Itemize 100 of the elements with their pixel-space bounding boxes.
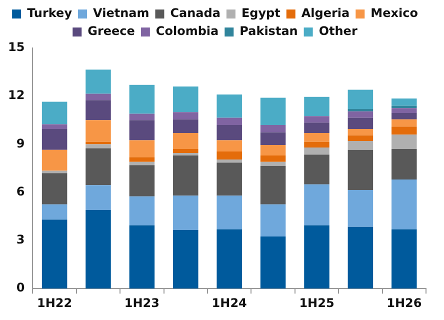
bar [42, 170, 68, 174]
bar [304, 122, 330, 134]
bar [392, 149, 417, 180]
bar [129, 157, 155, 162]
bar [129, 84, 155, 114]
bar [392, 112, 417, 120]
bar [173, 149, 198, 154]
bar [86, 94, 111, 100]
bar [304, 184, 330, 226]
bar [216, 229, 242, 289]
bar [348, 129, 374, 136]
bar [260, 155, 286, 162]
bar [42, 173, 68, 204]
bar [42, 220, 68, 289]
bar [216, 140, 242, 152]
x-tick-label: 1H23 [124, 296, 160, 310]
bar [348, 108, 374, 112]
bar [173, 230, 198, 289]
bar [173, 86, 198, 112]
bar [304, 142, 330, 148]
legend-label: Algeria [301, 6, 350, 20]
y-tick-label: 6 [16, 184, 25, 198]
legend-label: Greece [88, 24, 135, 38]
bar [392, 134, 417, 150]
bar [348, 118, 374, 129]
bar [304, 133, 330, 142]
bar [260, 132, 286, 146]
bar [304, 225, 330, 289]
bar [216, 118, 242, 125]
bar [86, 144, 111, 148]
bar [216, 159, 242, 163]
bar [348, 226, 374, 289]
bar [216, 94, 242, 118]
y-tick-label: 12 [8, 88, 25, 102]
legend-label: Colombia [156, 24, 219, 38]
bar [348, 190, 374, 227]
bar [216, 196, 242, 230]
bar [392, 119, 417, 127]
bar [304, 147, 330, 155]
y-tick-label: 9 [16, 136, 25, 150]
bar [348, 150, 374, 190]
y-tick-label: 3 [16, 232, 25, 247]
bar [42, 102, 68, 124]
bar [392, 180, 417, 230]
legend-label: Egypt [241, 6, 281, 20]
bar [42, 204, 68, 220]
bar [173, 133, 198, 150]
bar [216, 124, 242, 140]
bar [129, 140, 155, 158]
x-tick-label: 1H25 [299, 296, 334, 310]
bar [392, 229, 417, 289]
bar [260, 98, 286, 125]
bar [86, 100, 111, 120]
bar [260, 204, 286, 236]
bar [129, 225, 155, 289]
bar [129, 165, 155, 196]
bar [173, 196, 198, 230]
bar [260, 145, 286, 156]
bar [86, 185, 111, 210]
legend-label: Turkey [27, 6, 72, 20]
bar [42, 150, 68, 171]
bar [129, 120, 155, 140]
legend-label: Mexico [370, 6, 418, 20]
legend-label: Other [318, 24, 358, 38]
bar [86, 148, 111, 186]
bar [348, 90, 374, 109]
bar [348, 141, 374, 150]
legend-label: Canada [170, 6, 220, 20]
bar [129, 162, 155, 166]
bar [348, 111, 374, 118]
legend-label: Vietnam [93, 6, 150, 20]
bar [216, 162, 242, 196]
bar [392, 106, 417, 108]
bar [173, 119, 198, 134]
bar [42, 124, 68, 129]
bar [42, 129, 68, 150]
bar [348, 135, 374, 142]
x-tick-label: 1H24 [212, 296, 247, 310]
bar [86, 210, 111, 289]
legend-label: Pakistan [240, 24, 298, 38]
y-tick-label: 0 [16, 280, 25, 295]
bar [129, 114, 155, 120]
bar [392, 98, 417, 106]
y-tick-label: 15 [8, 40, 25, 54]
bar [304, 96, 330, 116]
bar [260, 236, 286, 289]
bar [216, 151, 242, 160]
x-tick-label: 1H26 [386, 296, 422, 310]
bar [86, 120, 111, 142]
bar [86, 70, 111, 94]
bar [304, 116, 330, 123]
bar [260, 162, 286, 166]
bar [260, 124, 286, 132]
bar [304, 154, 330, 184]
bar [392, 108, 417, 113]
bar [173, 112, 198, 120]
bar [173, 155, 198, 196]
x-tick-label: 1H22 [37, 296, 72, 310]
bar [129, 196, 155, 226]
bar [392, 126, 417, 135]
